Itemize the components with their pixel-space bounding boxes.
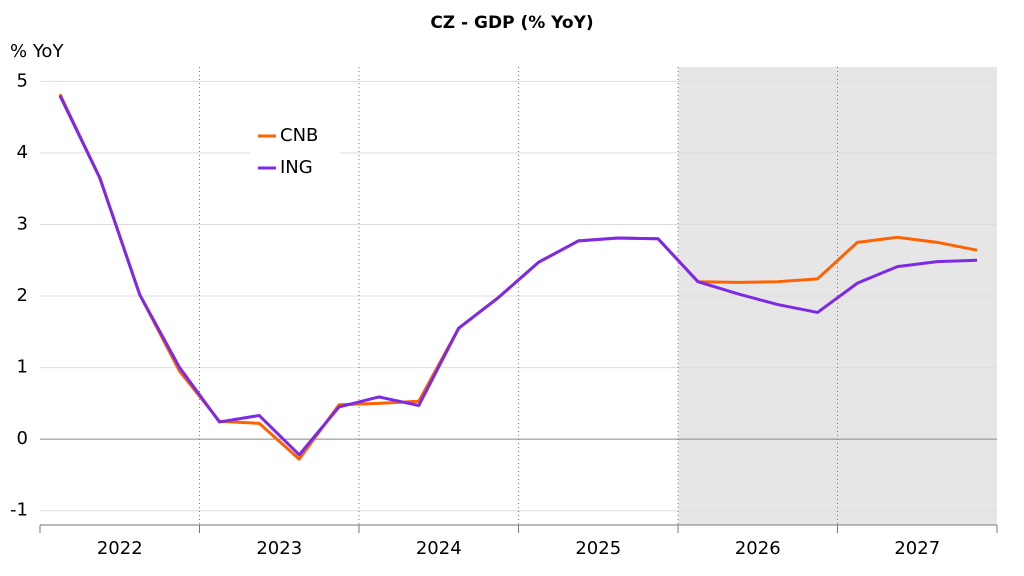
x-tick-label: 2027 [894, 538, 940, 559]
x-tick-label: 2026 [735, 538, 781, 559]
y-tick-label: 1 [17, 357, 28, 378]
y-tick-label: 0 [17, 428, 28, 449]
legend-label: CNB [280, 125, 318, 146]
line-series [58, 94, 978, 457]
x-tick-label: 2024 [416, 538, 462, 559]
y-tick-label: 5 [17, 70, 28, 91]
chart-title: CZ - GDP (% YoY) [430, 13, 593, 33]
y-tick-label: -1 [10, 500, 28, 521]
x-tick-label: 2025 [575, 538, 621, 559]
y-tick-label: 4 [17, 142, 28, 163]
y-tick-label: 3 [17, 213, 28, 234]
y-tick-label: 2 [17, 285, 28, 306]
y-axis-label: % YoY [10, 41, 64, 62]
legend-label: ING [280, 157, 313, 178]
x-tick-label: 2022 [97, 538, 143, 559]
x-tick-label: 2023 [256, 538, 302, 559]
legend-box [250, 120, 340, 182]
